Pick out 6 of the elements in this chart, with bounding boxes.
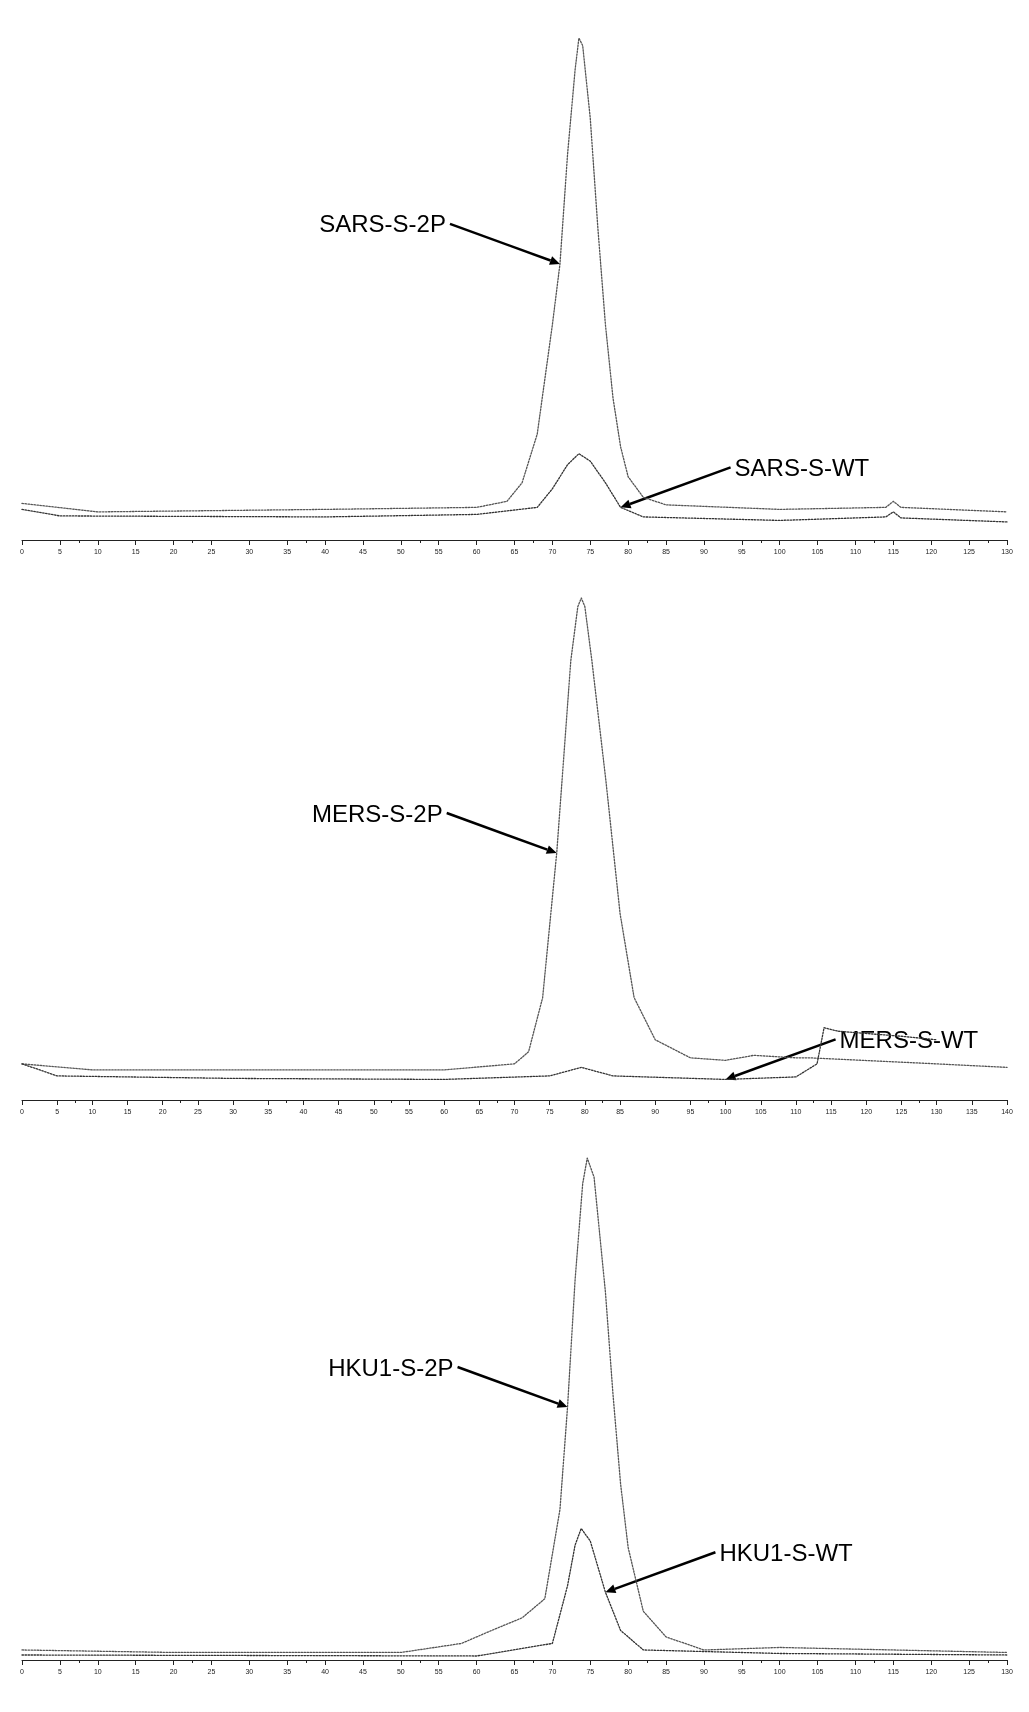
annotation: MERS-S-2P: [312, 799, 443, 827]
annotation: HKU1-S-WT: [719, 1538, 854, 1566]
annotation: SARS-S-WT: [734, 453, 870, 481]
annotation: SARS-S-2P: [319, 210, 446, 238]
annotation: MERS-S-WT: [839, 1025, 979, 1053]
annotation: HKU1-S-2P: [328, 1353, 454, 1381]
